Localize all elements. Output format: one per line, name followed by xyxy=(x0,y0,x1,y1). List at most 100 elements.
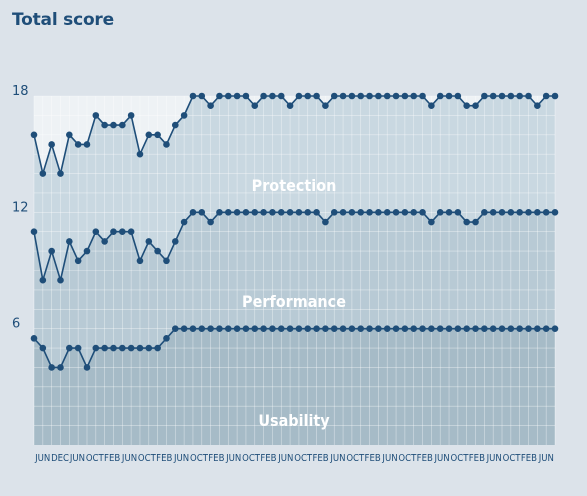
x-tick-label: JUN xyxy=(121,453,137,464)
series-point xyxy=(295,92,303,100)
series-point xyxy=(463,325,470,332)
series-point xyxy=(339,325,347,332)
x-tick-label: FEB xyxy=(156,453,172,464)
series-point xyxy=(516,325,523,332)
series-point xyxy=(66,238,73,245)
series-point xyxy=(348,209,356,216)
series-point xyxy=(401,92,409,100)
x-tick-label: OCT xyxy=(503,453,522,464)
series-point xyxy=(277,325,285,332)
series-point xyxy=(304,92,312,100)
series-point xyxy=(269,209,276,216)
series-point xyxy=(66,131,73,139)
series-point xyxy=(507,209,515,216)
series-point xyxy=(119,228,126,236)
series-point xyxy=(401,209,409,216)
series-point xyxy=(322,102,329,109)
x-tick-label: JUN xyxy=(277,453,293,464)
series-point xyxy=(295,325,303,332)
series-point xyxy=(30,228,38,236)
series-point xyxy=(57,276,64,284)
series-point xyxy=(198,92,206,100)
series-point xyxy=(260,209,267,216)
series-point xyxy=(163,257,170,265)
x-tick-label: OCT xyxy=(451,453,470,464)
series-point xyxy=(419,209,426,216)
series-point xyxy=(189,92,197,100)
series-point xyxy=(242,92,250,100)
x-tick-label: OCT xyxy=(242,453,261,464)
series-point xyxy=(348,325,356,332)
series-point xyxy=(242,325,250,332)
series-point xyxy=(48,364,55,371)
series-point xyxy=(154,131,161,139)
series-point xyxy=(154,247,161,255)
y-tick-label: 6 xyxy=(12,317,20,332)
x-tick-label: FEB xyxy=(104,453,120,464)
series-point xyxy=(251,325,259,332)
series-point xyxy=(57,364,64,371)
series-point xyxy=(277,209,285,216)
series-point xyxy=(154,344,161,352)
series-point xyxy=(498,92,506,100)
series-point xyxy=(339,92,347,100)
series-point xyxy=(542,209,550,216)
x-tick-label: JUN xyxy=(69,453,85,464)
series-point xyxy=(224,209,232,216)
series-point xyxy=(463,218,470,226)
series-point xyxy=(233,209,241,216)
series-point xyxy=(498,209,506,216)
series-point xyxy=(525,325,532,332)
series-point xyxy=(357,209,365,216)
series-point xyxy=(551,325,559,332)
series-point xyxy=(436,92,444,100)
series-point xyxy=(313,325,320,332)
series-point xyxy=(66,344,73,352)
series-point xyxy=(39,344,47,352)
series-point xyxy=(269,325,276,332)
series-point xyxy=(224,92,232,100)
y-tick-label: 18 xyxy=(12,84,29,99)
series-point xyxy=(136,150,144,158)
series-point xyxy=(481,209,488,216)
series-point xyxy=(242,209,250,216)
series-point xyxy=(119,121,126,129)
x-tick-label: OCT xyxy=(398,453,417,464)
series-point xyxy=(286,325,294,332)
series-point xyxy=(463,102,470,109)
series-point xyxy=(534,325,541,332)
series-point xyxy=(313,209,320,216)
series-point xyxy=(286,102,294,109)
series-point xyxy=(507,92,515,100)
series-point xyxy=(525,209,532,216)
series-point xyxy=(119,344,126,352)
series-point xyxy=(92,112,100,119)
series-point xyxy=(127,228,135,236)
band-label: Usability xyxy=(258,411,330,430)
series-point xyxy=(30,335,38,342)
series-point xyxy=(348,92,356,100)
series-point xyxy=(92,228,100,236)
x-tick-label: JUN xyxy=(434,453,450,464)
grid xyxy=(33,95,556,445)
series-point xyxy=(410,92,418,100)
series-point xyxy=(216,92,223,100)
series-point xyxy=(445,209,453,216)
series-point xyxy=(180,112,188,119)
series-point xyxy=(286,209,294,216)
series-point xyxy=(136,344,144,352)
series-point xyxy=(542,92,550,100)
x-tick-label: FEB xyxy=(260,453,276,464)
series-point xyxy=(525,92,532,100)
series-point xyxy=(189,209,197,216)
series-point xyxy=(375,209,382,216)
series-point xyxy=(436,325,444,332)
series-point xyxy=(330,209,338,216)
series-point xyxy=(171,325,179,332)
y-tick-label: 12 xyxy=(12,200,29,215)
series-point xyxy=(30,131,38,139)
series-point xyxy=(392,325,400,332)
series-point xyxy=(472,102,479,109)
x-tick-label: OCT xyxy=(346,453,365,464)
